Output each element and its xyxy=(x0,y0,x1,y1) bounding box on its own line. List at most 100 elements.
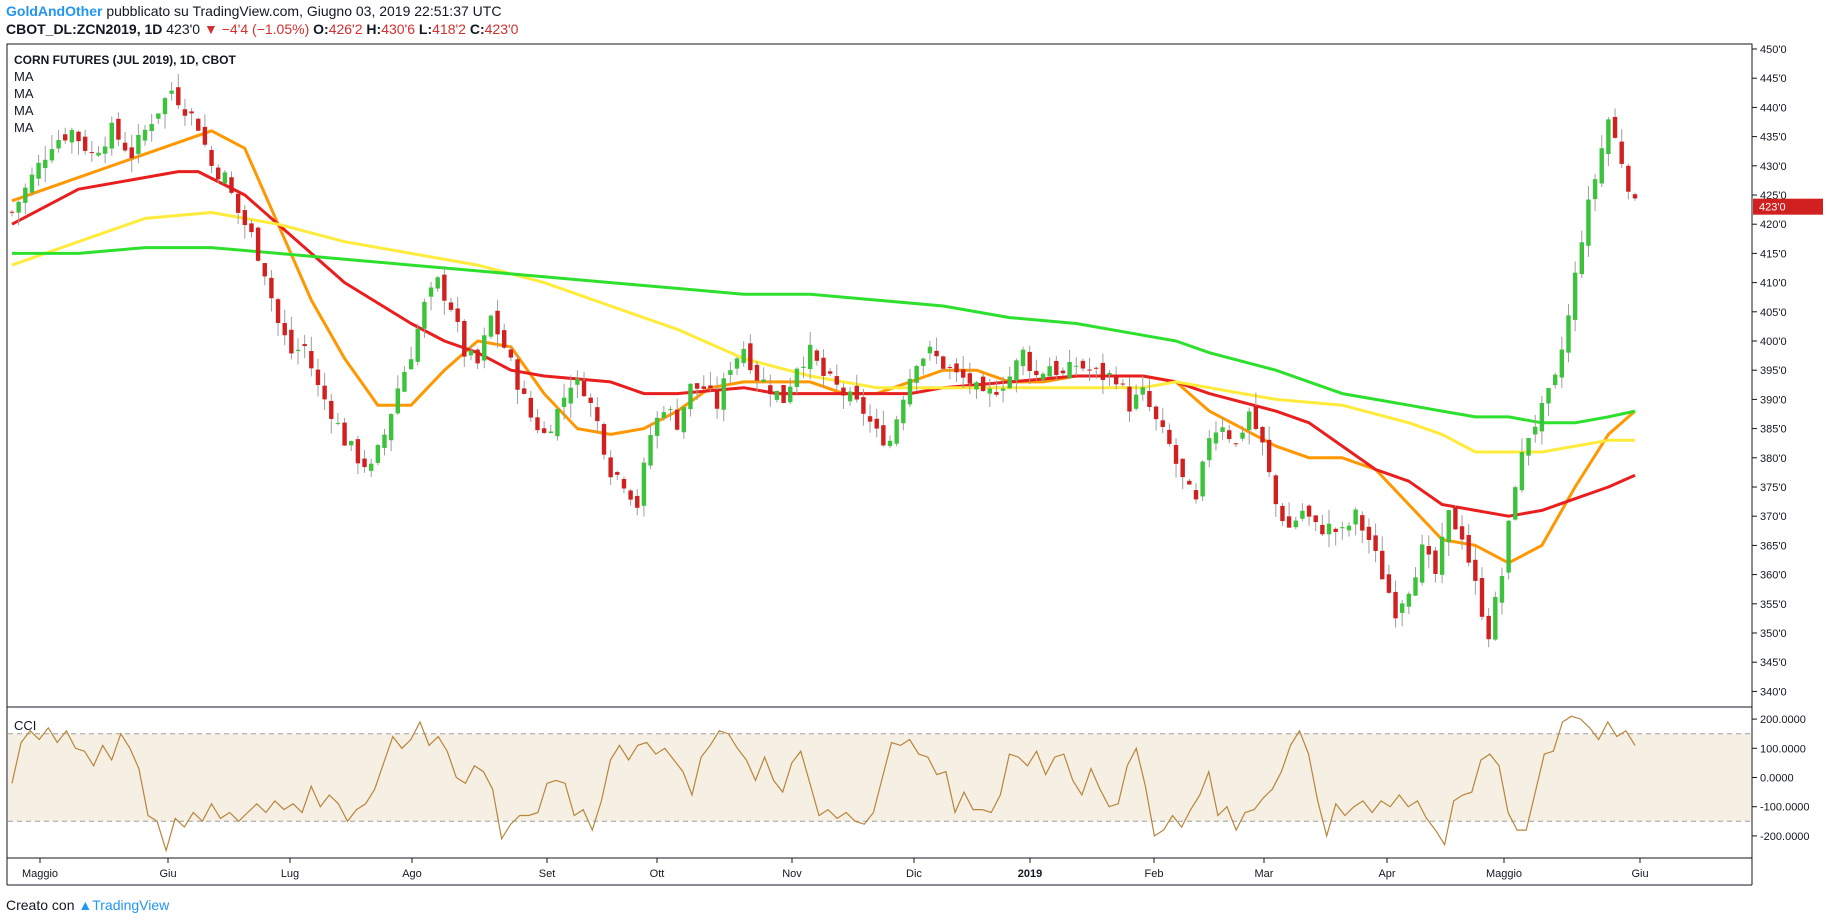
candle-body xyxy=(1040,373,1046,380)
candle-body xyxy=(1160,420,1165,427)
candle-body xyxy=(49,149,55,161)
candle-body xyxy=(196,118,201,131)
candle-body xyxy=(754,364,760,381)
tradingview-link[interactable]: TradingView xyxy=(92,897,170,913)
candle-body xyxy=(349,440,354,446)
moving-averages xyxy=(11,129,1636,565)
candle-body xyxy=(854,385,859,400)
candle-body xyxy=(807,344,813,370)
candle-body xyxy=(96,152,101,156)
cci-tick-label: 100.0000 xyxy=(1760,743,1806,755)
candle-body xyxy=(43,159,48,169)
candle-body xyxy=(548,431,553,434)
chart-border xyxy=(6,43,1753,859)
candle-body xyxy=(1293,520,1298,528)
candle-body xyxy=(1100,362,1106,380)
candle-body xyxy=(1047,366,1052,377)
candle-body xyxy=(834,376,840,385)
candle-body xyxy=(1020,349,1026,367)
candle-body xyxy=(1140,387,1145,395)
candle-body xyxy=(1187,480,1192,485)
candles xyxy=(9,74,1638,648)
candle-body xyxy=(275,299,281,323)
candle-body xyxy=(1526,438,1531,456)
candle-body xyxy=(329,400,334,419)
candle-body xyxy=(169,90,174,94)
candle-body xyxy=(1399,603,1405,613)
time-tick-label: Set xyxy=(539,868,556,880)
candle-body xyxy=(302,344,307,347)
candle-body xyxy=(1213,432,1219,444)
candle-body xyxy=(122,142,128,151)
candle-body xyxy=(794,368,800,387)
candle-body xyxy=(535,417,540,431)
candle-body xyxy=(1107,372,1112,375)
candle-body xyxy=(688,383,693,410)
candle-body xyxy=(1060,370,1066,374)
candle-body xyxy=(1353,509,1358,525)
candle-body xyxy=(1373,535,1378,551)
candle-body xyxy=(1233,443,1239,445)
candle-body xyxy=(1493,596,1498,640)
candle-body xyxy=(1247,411,1252,430)
candle-body xyxy=(1266,439,1272,473)
candle-body xyxy=(269,277,274,299)
candle-body xyxy=(974,382,979,390)
candle-body xyxy=(1606,119,1611,155)
cci-tick-label: -200.0000 xyxy=(1760,831,1810,843)
candle-body xyxy=(734,358,740,369)
cci-pane xyxy=(8,715,1751,853)
candle-body xyxy=(641,462,647,506)
candle-body xyxy=(781,385,786,404)
indicator-label-ma-3: MA xyxy=(14,103,34,118)
candle-body xyxy=(395,388,400,414)
candle-body xyxy=(714,389,720,409)
time-tick-label: Apr xyxy=(1378,868,1395,880)
candle-body xyxy=(435,277,440,289)
tradingview-logo-icon[interactable]: ▲ xyxy=(78,897,93,913)
candle-body xyxy=(1120,383,1126,385)
candle-body xyxy=(655,417,660,436)
price-change: −4'4 (−1.05%) xyxy=(221,21,310,37)
candle-body xyxy=(229,177,234,193)
symbol-name: CBOT_DL:ZCN2019, 1D xyxy=(6,21,163,37)
candle-body xyxy=(189,111,194,114)
ma-line-3 xyxy=(11,211,1635,454)
candle-body xyxy=(1180,458,1185,478)
price-tick-label: 405'0 xyxy=(1760,307,1787,319)
candle-body xyxy=(1333,528,1338,533)
candle-body xyxy=(1559,349,1565,378)
high-label: H: xyxy=(366,21,382,37)
cci-tick-label: 200.0000 xyxy=(1760,714,1806,726)
time-tick-label: Maggio xyxy=(22,868,58,880)
candle-body xyxy=(1240,432,1245,439)
candle-body xyxy=(628,490,633,500)
author-link[interactable]: GoldAndOther xyxy=(6,3,103,19)
candle-body xyxy=(635,495,640,508)
time-tick-label: Giu xyxy=(1631,868,1648,880)
candle-body xyxy=(894,419,899,444)
candle-body xyxy=(575,378,580,385)
time-tick-label: Dic xyxy=(906,868,922,880)
cci-tick-label: -100.0000 xyxy=(1760,802,1810,814)
candle-body xyxy=(941,356,946,369)
candle-body xyxy=(668,409,673,411)
candle-body xyxy=(1426,546,1431,555)
time-tick-label: Ott xyxy=(650,868,665,880)
candle-body xyxy=(202,126,208,145)
last-price: 423'0 xyxy=(166,21,201,37)
candle-body xyxy=(1340,527,1345,529)
candle-body xyxy=(422,301,427,329)
time-tick-label: Mar xyxy=(1255,868,1274,880)
candle-body xyxy=(182,109,188,116)
candle-body xyxy=(262,263,267,277)
candle-body xyxy=(841,387,846,396)
candle-body xyxy=(1080,360,1086,369)
published-text: pubblicato su TradingView.com, Giugno 03… xyxy=(106,3,502,19)
candle-body xyxy=(502,330,507,348)
candle-body xyxy=(156,113,161,119)
candle-body xyxy=(1260,426,1265,443)
candle-body xyxy=(1446,510,1451,543)
time-tick-label: Lug xyxy=(281,868,299,880)
